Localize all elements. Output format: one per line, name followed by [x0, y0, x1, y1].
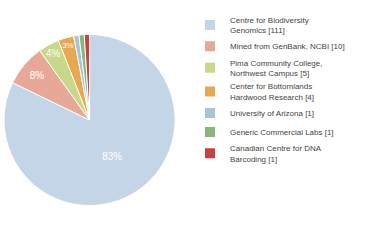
svg-text:University of Arizona [1]: University of Arizona [1] — [230, 109, 314, 118]
svg-text:Canadian Centre for DNABarcodi: Canadian Centre for DNABarcoding [1] — [230, 144, 322, 163]
svg-text:Center for BottomlandsHardwood: Center for BottomlandsHardwood Research … — [230, 82, 314, 101]
svg-text:4%: 4% — [46, 48, 61, 59]
svg-text:Centre for BiodiversityGenomic: Centre for BiodiversityGenomics [111] — [230, 16, 309, 35]
svg-text:Generic Commercial Labs [1]: Generic Commercial Labs [1] — [230, 128, 334, 137]
svg-text:8%: 8% — [30, 70, 45, 81]
svg-text:83%: 83% — [102, 151, 122, 162]
svg-text:Mined from GenBank, NCBI [10]: Mined from GenBank, NCBI [10] — [230, 42, 345, 51]
svg-text:Pima Community College,Northwe: Pima Community College,Northwest Campus … — [230, 59, 322, 78]
svg-text:3%: 3% — [62, 41, 74, 50]
